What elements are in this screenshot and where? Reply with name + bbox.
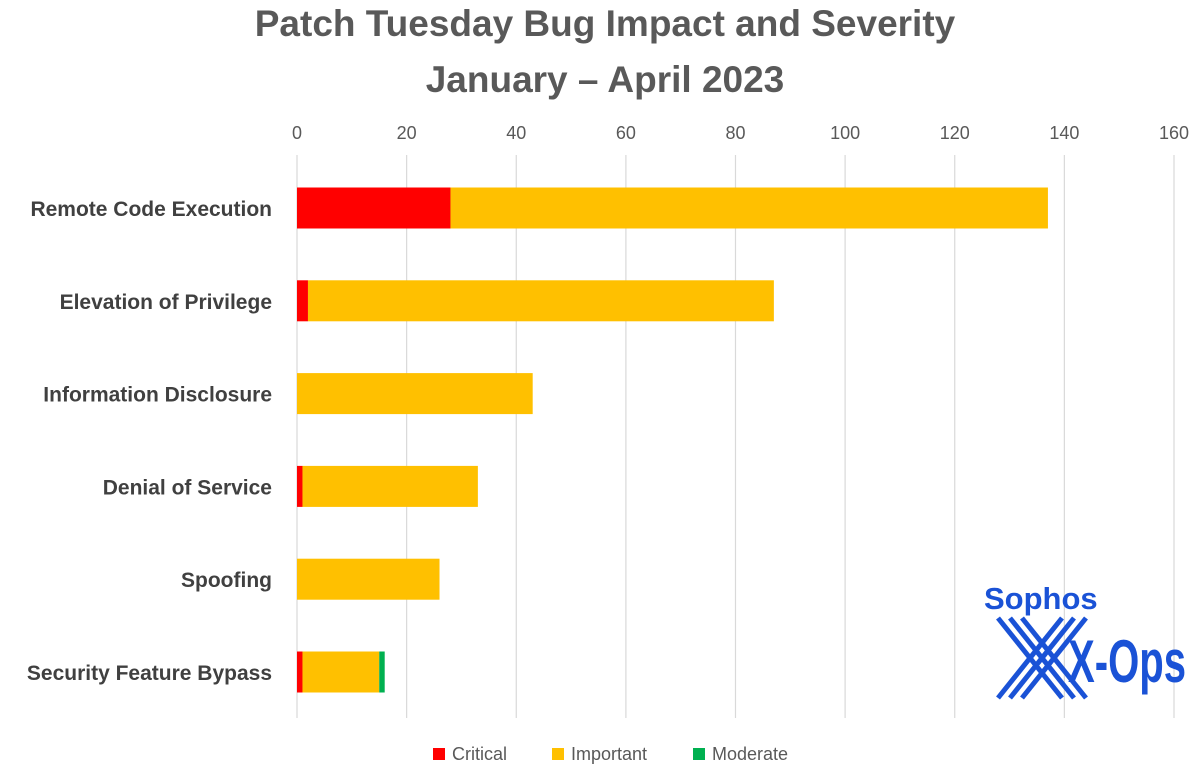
legend-swatch-critical: [433, 748, 445, 760]
sophos-xops-logo: Sophos X-Ops: [984, 581, 1186, 700]
bar-segment-important: [302, 651, 380, 693]
x-tick-label: 160: [1159, 123, 1189, 143]
bar-segment-important: [297, 558, 440, 600]
bar-segment-critical: [297, 651, 303, 693]
x-tick-label: 100: [830, 123, 860, 143]
legend: Critical Important Moderate: [433, 744, 788, 764]
legend-swatch-moderate: [693, 748, 705, 760]
logo-text-xops: X-Ops: [1068, 628, 1186, 695]
bar-segment-critical: [297, 465, 303, 507]
x-tick-label: 80: [725, 123, 745, 143]
x-tick-label: 60: [616, 123, 636, 143]
category-label: Denial of Service: [103, 476, 272, 499]
category-label: Information Disclosure: [43, 384, 272, 407]
chart-title: Patch Tuesday Bug Impact and Severity: [255, 3, 956, 44]
legend-label-moderate: Moderate: [712, 744, 788, 764]
category-labels: Remote Code Execution Elevation of Privil…: [27, 198, 272, 685]
legend-label-critical: Critical: [452, 744, 507, 764]
x-tick-label: 0: [292, 123, 302, 143]
legend-label-important: Important: [571, 744, 647, 764]
bar-segment-important: [450, 187, 1048, 229]
x-tick-label: 140: [1049, 123, 1079, 143]
gridlines: [296, 155, 1175, 718]
x-tick-label: 20: [397, 123, 417, 143]
category-label: Elevation of Privilege: [60, 291, 272, 314]
bar-segment-important: [297, 373, 533, 415]
bar-segment-important: [302, 465, 478, 507]
bar-segment-moderate: [379, 651, 385, 693]
x-tick-label: 40: [506, 123, 526, 143]
legend-swatch-important: [552, 748, 564, 760]
chart-subtitle: January – April 2023: [426, 59, 785, 100]
bar-segment-critical: [297, 280, 308, 322]
bar-segment-critical: [297, 187, 451, 229]
category-label: Spoofing: [181, 569, 272, 592]
bars: [297, 187, 1048, 693]
x-tick-label: 120: [940, 123, 970, 143]
x-axis-ticks: 0 20 40 60 80 100 120 140 160: [292, 123, 1189, 143]
bar-segment-important: [307, 280, 774, 322]
logo-text-sophos: Sophos: [984, 581, 1098, 616]
category-label: Remote Code Execution: [30, 198, 272, 221]
logo-x-mark: [996, 616, 1088, 700]
category-label: Security Feature Bypass: [27, 662, 272, 685]
